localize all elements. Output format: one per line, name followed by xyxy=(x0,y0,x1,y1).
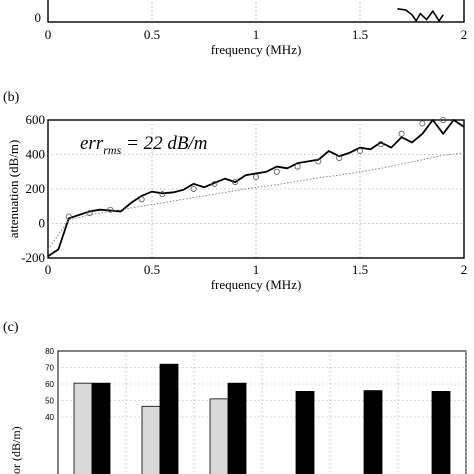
chart-a-xtick-2: 1 xyxy=(253,27,260,42)
chart-c-ytick-2: 60 xyxy=(45,380,54,389)
chart-b-xticks: 0 0.5 1 1.5 2 xyxy=(45,262,468,277)
chart-b-point-11 xyxy=(315,158,322,165)
chart-b-point-9 xyxy=(273,168,280,175)
chart-b-point-3 xyxy=(138,196,145,203)
chart-b-xtick-3: 1.5 xyxy=(352,262,368,277)
chart-b-annotation-main: err xyxy=(80,133,104,154)
chart-b-annotation-sub: rms xyxy=(103,143,121,157)
chart-b-xtick-4: 2 xyxy=(461,262,468,277)
chart-a: 0 0 0.5 1 1.5 2 frequency (MHz) xyxy=(35,0,468,57)
chart-b-xtick-2: 1 xyxy=(253,262,260,277)
chart-a-xlabel: frequency (MHz) xyxy=(211,42,302,57)
chart-b-point-17 xyxy=(440,117,447,124)
chart-b-point-1 xyxy=(86,210,93,217)
chart-b-point-0 xyxy=(65,213,72,220)
chart-c-bar-s0-g0 xyxy=(73,382,93,474)
chart-b-point-5 xyxy=(190,185,197,192)
chart-b-xtick-1: 0.5 xyxy=(144,262,160,277)
chart-b-point-4 xyxy=(159,191,166,198)
chart-c: (c) 80 70 60 50 40 or (dB/m) xyxy=(3,320,467,474)
chart-c-bar-s1-g4 xyxy=(363,390,383,474)
chart-b-ytick-1: 0 xyxy=(39,216,46,231)
chart-b-series-solid xyxy=(47,119,465,258)
chart-b-grid xyxy=(48,120,464,258)
chart-b-ylabel: attenuation (dB/m) xyxy=(6,140,21,239)
chart-b-ytick-4: 600 xyxy=(26,112,46,127)
chart-b-lines xyxy=(47,117,465,258)
chart-a-xtick-0: 0 xyxy=(45,27,52,42)
chart-c-yticks: 80 70 60 50 40 xyxy=(45,347,54,422)
chart-c-bar-s1-g3 xyxy=(295,391,315,474)
chart-c-bars xyxy=(73,363,451,474)
chart-b-point-2 xyxy=(107,206,114,213)
chart-c-bar-s1-g0 xyxy=(91,382,111,474)
chart-a-lines xyxy=(397,8,444,23)
chart-b-point-14 xyxy=(377,141,384,148)
chart-a-grid xyxy=(151,0,361,22)
chart-b-ytick-0: -200 xyxy=(21,250,45,265)
chart-a-frame xyxy=(47,0,465,23)
chart-c-ytick-3: 50 xyxy=(45,397,54,406)
chart-a-xtick-3: 1.5 xyxy=(352,27,368,42)
chart-b-point-6 xyxy=(211,180,218,187)
chart-c-ytick-1: 70 xyxy=(45,364,54,373)
chart-c-bar-s1-g2 xyxy=(227,382,247,474)
chart-b-point-8 xyxy=(252,173,259,180)
chart-a-xticks: 0 0.5 1 1.5 2 xyxy=(45,27,468,42)
chart-c-panel-label: (c) xyxy=(3,320,19,335)
chart-b-point-7 xyxy=(232,179,239,186)
chart-b-annotation: errrms = 22 dB/m xyxy=(80,133,207,157)
chart-b-point-13 xyxy=(356,148,363,155)
chart-c-bar-s0-g2 xyxy=(209,398,229,474)
chart-a-xtick-1: 0.5 xyxy=(144,27,160,42)
chart-b-xtick-0: 0 xyxy=(45,262,52,277)
chart-a-xtick-4: 2 xyxy=(461,27,468,42)
chart-b-yticks: -200 0 200 400 600 xyxy=(21,112,45,265)
chart-c-grid xyxy=(58,351,467,474)
chart-c-bar-s1-g5 xyxy=(431,391,451,474)
chart-b-annotation-rest: = 22 dB/m xyxy=(121,133,207,154)
chart-c-ytick-4: 40 xyxy=(45,413,54,422)
chart-b-ytick-3: 400 xyxy=(26,147,46,162)
chart-b-series-dotted xyxy=(47,152,465,250)
chart-c-bar-s1-g1 xyxy=(159,363,179,474)
chart-b-point-15 xyxy=(398,130,405,137)
chart-c-ylabel: or (dB/m) xyxy=(9,426,23,474)
chart-b-xlabel: frequency (MHz) xyxy=(211,277,302,292)
chart-b-ytick-2: 200 xyxy=(26,181,46,196)
chart-b-point-16 xyxy=(419,120,426,127)
chart-b-point-12 xyxy=(336,154,343,161)
chart-a-series-0 xyxy=(397,8,444,23)
chart-b-point-10 xyxy=(294,163,301,170)
chart-c-ytick-0: 80 xyxy=(45,347,54,356)
chart-a-ytick-0: 0 xyxy=(35,10,42,25)
chart-b-panel-label: (b) xyxy=(3,90,20,105)
chart-c-bar-s0-g1 xyxy=(141,405,161,474)
